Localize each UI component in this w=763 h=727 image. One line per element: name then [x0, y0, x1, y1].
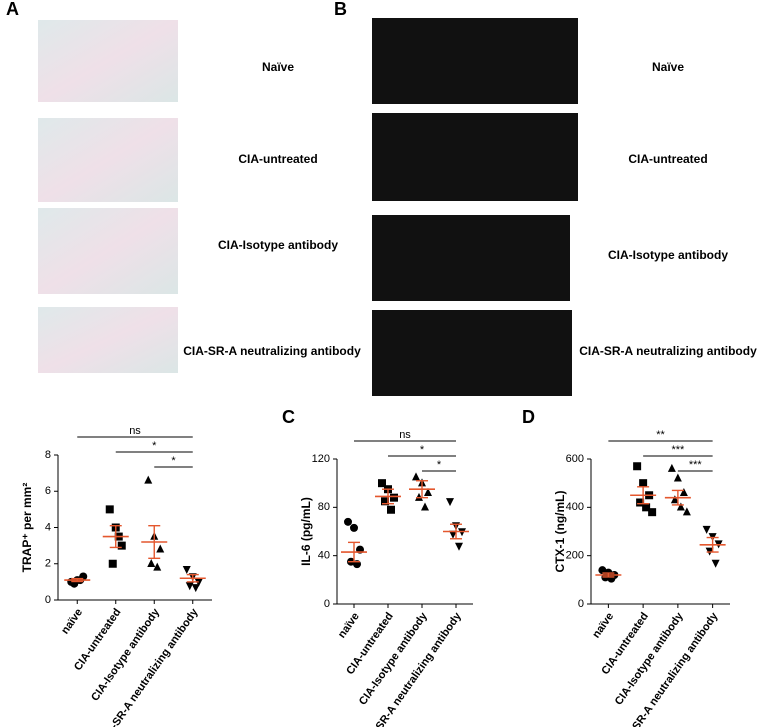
histology-image: [38, 208, 178, 294]
significance-label: *: [420, 444, 425, 456]
significance-label: *: [171, 455, 176, 467]
data-point: [378, 479, 386, 488]
x-tick-label: naïve: [336, 611, 362, 641]
data-point: [633, 462, 642, 471]
image-label: Naïve: [652, 60, 684, 74]
panel-label: C: [282, 407, 295, 427]
data-point: [156, 544, 165, 553]
y-tick-label: 600: [566, 453, 584, 465]
histology-image: [38, 307, 178, 373]
data-point: [711, 559, 720, 568]
y-tick-label: 8: [45, 449, 51, 461]
y-tick-label: 80: [318, 501, 330, 513]
data-point: [153, 562, 162, 571]
image-label: Naïve: [262, 60, 294, 74]
histology-image: [38, 20, 178, 102]
data-point: [446, 498, 454, 507]
data-point: [449, 530, 457, 539]
data-point: [598, 566, 607, 575]
image-label: CIA-SR-A neutralizing antibody: [579, 344, 757, 358]
x-tick-label: naïve: [590, 611, 616, 641]
y-axis-label: CTX-1 (ng/mL): [553, 491, 567, 573]
data-point: [682, 507, 691, 516]
significance-label: **: [656, 429, 665, 441]
ct-image: [372, 310, 572, 396]
significance-label: ***: [689, 459, 703, 471]
y-axis-label: IL-6 (pg/mL): [299, 497, 313, 566]
panel-label: B: [334, 0, 347, 19]
data-point: [350, 523, 358, 532]
ct-images: [372, 18, 578, 396]
data-point: [679, 488, 688, 497]
data-point: [648, 508, 657, 517]
y-tick-label: 0: [45, 594, 51, 606]
significance-label: ns: [129, 425, 141, 437]
x-tick-label: CIA-Isotype antibody: [89, 606, 162, 704]
significance-label: *: [152, 440, 157, 452]
data-point: [676, 502, 685, 511]
x-tick-label: naïve: [59, 607, 85, 637]
image-label: CIA-untreated: [628, 152, 707, 166]
data-point: [412, 472, 420, 481]
histology-image: [38, 118, 178, 202]
data-point: [387, 505, 395, 514]
histology-images: [38, 20, 178, 373]
image-label: CIA-untreated: [238, 152, 317, 166]
data-point: [390, 493, 398, 502]
data-point: [191, 584, 200, 593]
data-point: [344, 517, 352, 526]
data-point: [381, 497, 389, 506]
data-point: [421, 502, 429, 511]
data-point: [455, 542, 463, 551]
data-point: [670, 495, 679, 504]
data-point: [702, 525, 711, 534]
data-point: [194, 578, 203, 587]
data-point: [147, 558, 156, 567]
y-tick-label: 400: [566, 501, 584, 513]
significance-label: ns: [399, 429, 411, 441]
image-label: CIA-Isotype antibody: [608, 248, 728, 262]
y-tick-label: 6: [45, 485, 51, 497]
ct-image: [372, 215, 570, 301]
y-tick-label: 120: [312, 453, 330, 465]
panel-label: A: [6, 0, 19, 19]
data-point: [185, 582, 194, 591]
data-point: [639, 479, 648, 488]
y-tick-label: 40: [318, 550, 330, 562]
y-tick-label: 0: [578, 598, 584, 610]
y-tick-label: 2: [45, 558, 51, 570]
image-label: CIA-Isotype antibody: [218, 238, 338, 252]
data-point: [636, 498, 645, 507]
y-tick-label: 200: [566, 550, 584, 562]
ct-image: [372, 113, 578, 201]
significance-label: ***: [671, 444, 685, 456]
data-point: [117, 541, 126, 550]
significance-label: *: [437, 459, 442, 471]
data-point: [144, 475, 153, 484]
data-point: [182, 565, 191, 574]
y-tick-label: 0: [324, 598, 330, 610]
ct-image: [372, 18, 578, 104]
data-point: [424, 488, 432, 497]
data-point: [108, 559, 117, 568]
y-axis-label: TRAP⁺ per mm²: [20, 483, 34, 573]
x-tick-label: CIA-Isotype antibody: [613, 610, 686, 708]
data-point: [667, 463, 676, 472]
panel-label: D: [522, 407, 535, 427]
data-point: [642, 503, 651, 512]
data-point: [415, 492, 423, 501]
data-point: [673, 473, 682, 482]
y-tick-label: 4: [45, 521, 51, 533]
image-label: CIA-SR-A neutralizing antibody: [183, 344, 361, 358]
data-point: [105, 505, 114, 514]
